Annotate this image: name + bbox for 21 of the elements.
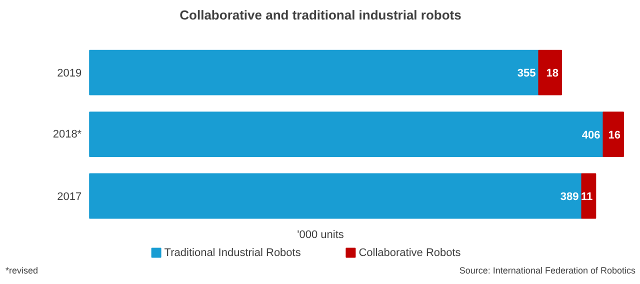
data-label: 406: [582, 129, 600, 142]
data-label: 389: [560, 191, 579, 204]
legend-label: Collaborative Robots: [358, 246, 462, 259]
data-label: 16: [608, 129, 620, 142]
source-note: Source: International Federation of Robotics: [459, 266, 636, 276]
data-label: 18: [546, 68, 559, 80]
bar: [581, 173, 596, 219]
data-label: 355: [517, 68, 536, 80]
legend-label: Traditional Industrial Robots: [164, 246, 302, 259]
bar: [89, 173, 582, 219]
y-tick-label: 2018*: [52, 128, 82, 140]
bar: [89, 112, 604, 158]
x-axis-title: '000 units: [297, 228, 344, 241]
bar: [89, 50, 540, 96]
text: *revised: [6, 266, 38, 276]
bar: [602, 112, 624, 158]
chart-title: Collaborative and traditional industrial robots: [180, 8, 462, 22]
bar: [538, 50, 562, 96]
y-tick-label: 2017: [57, 191, 82, 204]
y-tick-label: 2019: [57, 68, 82, 80]
data-label: 11: [581, 191, 593, 204]
